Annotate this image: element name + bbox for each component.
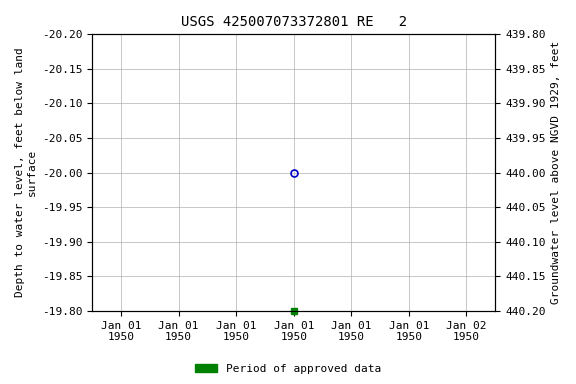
Y-axis label: Groundwater level above NGVD 1929, feet: Groundwater level above NGVD 1929, feet: [551, 41, 561, 304]
Legend: Period of approved data: Period of approved data: [191, 359, 385, 379]
Y-axis label: Depth to water level, feet below land
surface: Depth to water level, feet below land su…: [15, 48, 37, 298]
Title: USGS 425007073372801 RE   2: USGS 425007073372801 RE 2: [181, 15, 407, 29]
